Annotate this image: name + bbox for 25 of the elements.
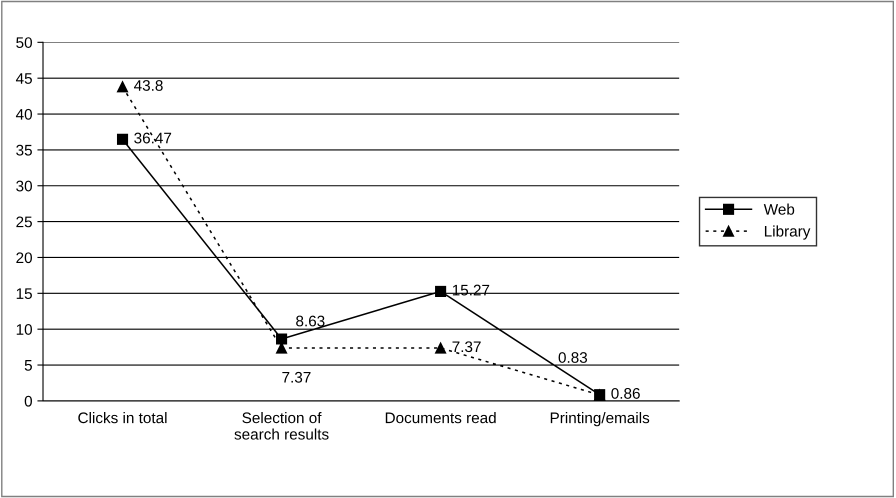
y-tick-label: 25 <box>16 216 32 228</box>
data-label: 0.83 <box>558 352 588 363</box>
y-tick-label: 30 <box>16 180 32 192</box>
y-tick-label: 5 <box>24 360 32 371</box>
y-tick-label: 10 <box>16 324 32 335</box>
x-tick-label: Clicks in total <box>78 412 167 424</box>
data-label: 7.37 <box>452 341 481 352</box>
data-label: 36.47 <box>134 132 172 144</box>
y-tick-label: 15 <box>16 288 32 300</box>
x-tick-label: Selection of search results <box>234 412 329 440</box>
x-tick-label: Documents read <box>386 412 496 424</box>
y-tick-label: 0 <box>24 396 32 407</box>
y-tick-label: 20 <box>16 252 32 264</box>
data-label: 0.86 <box>611 388 640 399</box>
legend-label: Web <box>764 204 794 215</box>
legend-label: Library <box>764 225 810 240</box>
y-tick-label: 35 <box>16 144 32 156</box>
data-label: 7.37 <box>282 372 311 383</box>
data-label: 43.8 <box>134 80 163 91</box>
y-tick-label: 45 <box>16 73 32 84</box>
data-label: 15.27 <box>452 284 490 296</box>
data-label: 8.63 <box>296 316 325 326</box>
y-tick-label: 40 <box>16 108 32 120</box>
x-tick-label: Printing/emails <box>550 412 650 426</box>
y-tick-label: 50 <box>16 37 32 48</box>
